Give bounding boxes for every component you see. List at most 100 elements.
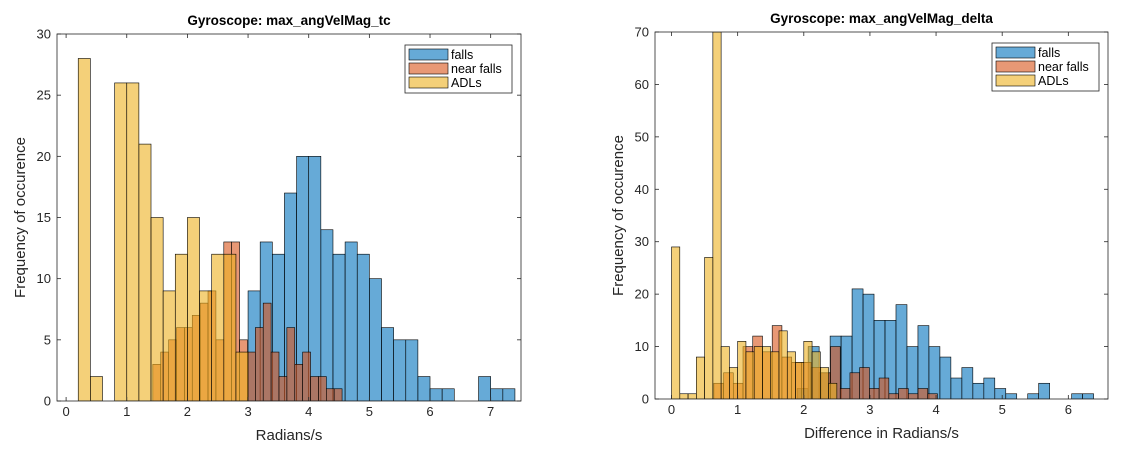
y-tick-label: 0 <box>44 394 51 409</box>
histogram-bar <box>138 143 152 401</box>
x-tick-label: 7 <box>487 404 494 419</box>
histogram-bar <box>983 377 996 399</box>
histogram-bar <box>187 217 200 401</box>
histogram-bar <box>270 351 280 401</box>
histogram-bar <box>441 388 455 401</box>
histogram-bar <box>720 346 730 399</box>
legend-swatch <box>995 60 1036 73</box>
legend-label: ADLs <box>451 76 482 90</box>
histogram-bar <box>286 327 296 401</box>
histogram-bar <box>820 367 829 399</box>
histogram-bar <box>828 382 838 399</box>
histogram-bar <box>869 388 880 399</box>
histogram-bar <box>839 388 851 399</box>
histogram-bar <box>830 346 841 399</box>
histogram-bar <box>712 32 722 399</box>
histogram-bar <box>381 327 394 401</box>
legend-swatch <box>408 48 449 61</box>
histogram-bar <box>671 246 681 399</box>
histogram-bar <box>906 346 919 399</box>
histogram-bar <box>1005 393 1018 399</box>
histogram-bar <box>878 377 890 399</box>
histogram-bar <box>786 351 796 399</box>
histogram-bar <box>478 376 491 401</box>
series-adls <box>671 32 838 399</box>
histogram-bar <box>174 253 188 401</box>
histogram-bar <box>150 217 164 401</box>
histogram-bar <box>972 382 985 399</box>
histogram-bar <box>77 58 91 401</box>
histogram-bar <box>344 241 358 401</box>
histogram-bar <box>961 367 974 399</box>
histogram-bar <box>333 388 343 401</box>
histogram-bar <box>950 377 963 399</box>
y-tick-label: 10 <box>37 271 51 286</box>
histogram-bar <box>994 388 1007 399</box>
x-tick-label: 2 <box>184 404 191 419</box>
histogram-bar <box>114 82 128 401</box>
y-tick-label: 30 <box>635 234 649 249</box>
histogram-bar <box>778 330 788 399</box>
x-tick-label: 3 <box>866 402 873 417</box>
histogram-bar <box>356 253 370 401</box>
legend-label: falls <box>1038 46 1060 60</box>
histogram-bar <box>907 393 919 399</box>
y-axis-label: Frequency of occurence <box>12 137 29 298</box>
histogram-bar <box>326 388 335 401</box>
legend-swatch <box>408 76 449 89</box>
y-tick-label: 70 <box>635 25 649 40</box>
histogram-bar <box>211 253 225 401</box>
histogram-bar <box>247 351 256 401</box>
chart-title: Gyroscope: max_angVelMag_tc <box>187 13 391 28</box>
histogram-bar <box>393 339 407 401</box>
legend-label: near falls <box>451 62 502 76</box>
x-tick-label: 1 <box>123 404 130 419</box>
chart-title: Gyroscope: max_angVelMag_delta <box>770 11 993 26</box>
histogram-bar <box>859 367 870 399</box>
y-tick-label: 50 <box>635 129 649 144</box>
legend-swatch <box>995 46 1036 59</box>
histogram-bar <box>917 325 930 399</box>
y-tick-label: 10 <box>635 339 649 354</box>
histogram-bar <box>745 351 755 399</box>
x-tick-label: 3 <box>244 404 251 419</box>
histogram-bar <box>729 367 738 399</box>
histogram-bar <box>429 388 443 401</box>
histogram-bar <box>502 388 516 401</box>
histogram-bar <box>310 376 319 401</box>
histogram-bar <box>235 351 249 401</box>
x-tick-label: 0 <box>668 402 675 417</box>
histogram-bar <box>490 388 504 401</box>
histogram-bar <box>888 393 899 399</box>
x-tick-label: 6 <box>1065 402 1072 417</box>
x-axis-label: Difference in Radians/s <box>804 425 959 442</box>
histogram-bar <box>126 82 140 401</box>
y-tick-label: 30 <box>37 27 51 42</box>
histogram-bar <box>332 253 346 401</box>
histogram-bar <box>753 346 763 399</box>
x-tick-label: 5 <box>366 404 373 419</box>
histogram-bar <box>803 341 813 399</box>
y-tick-label: 25 <box>37 88 51 103</box>
histogram-bar <box>162 290 176 401</box>
histogram-bar <box>696 356 705 399</box>
histogram-bar <box>737 341 747 399</box>
histogram-bar <box>928 346 941 399</box>
legend-label: ADLs <box>1038 74 1069 88</box>
histogram-bar <box>1027 393 1039 399</box>
y-tick-label: 60 <box>635 77 649 92</box>
histogram-bar <box>687 393 697 399</box>
histogram-bar <box>811 351 821 399</box>
histogram-bar <box>223 253 237 401</box>
histogram-bar <box>795 361 805 399</box>
y-tick-label: 5 <box>44 332 51 347</box>
histogram-bar <box>1082 393 1094 399</box>
y-axis-label: Frequency of occurence <box>610 135 627 296</box>
histogram-bar <box>849 372 860 399</box>
bars <box>77 58 516 401</box>
histogram-bar <box>278 376 288 401</box>
histogram-bar <box>369 278 382 401</box>
